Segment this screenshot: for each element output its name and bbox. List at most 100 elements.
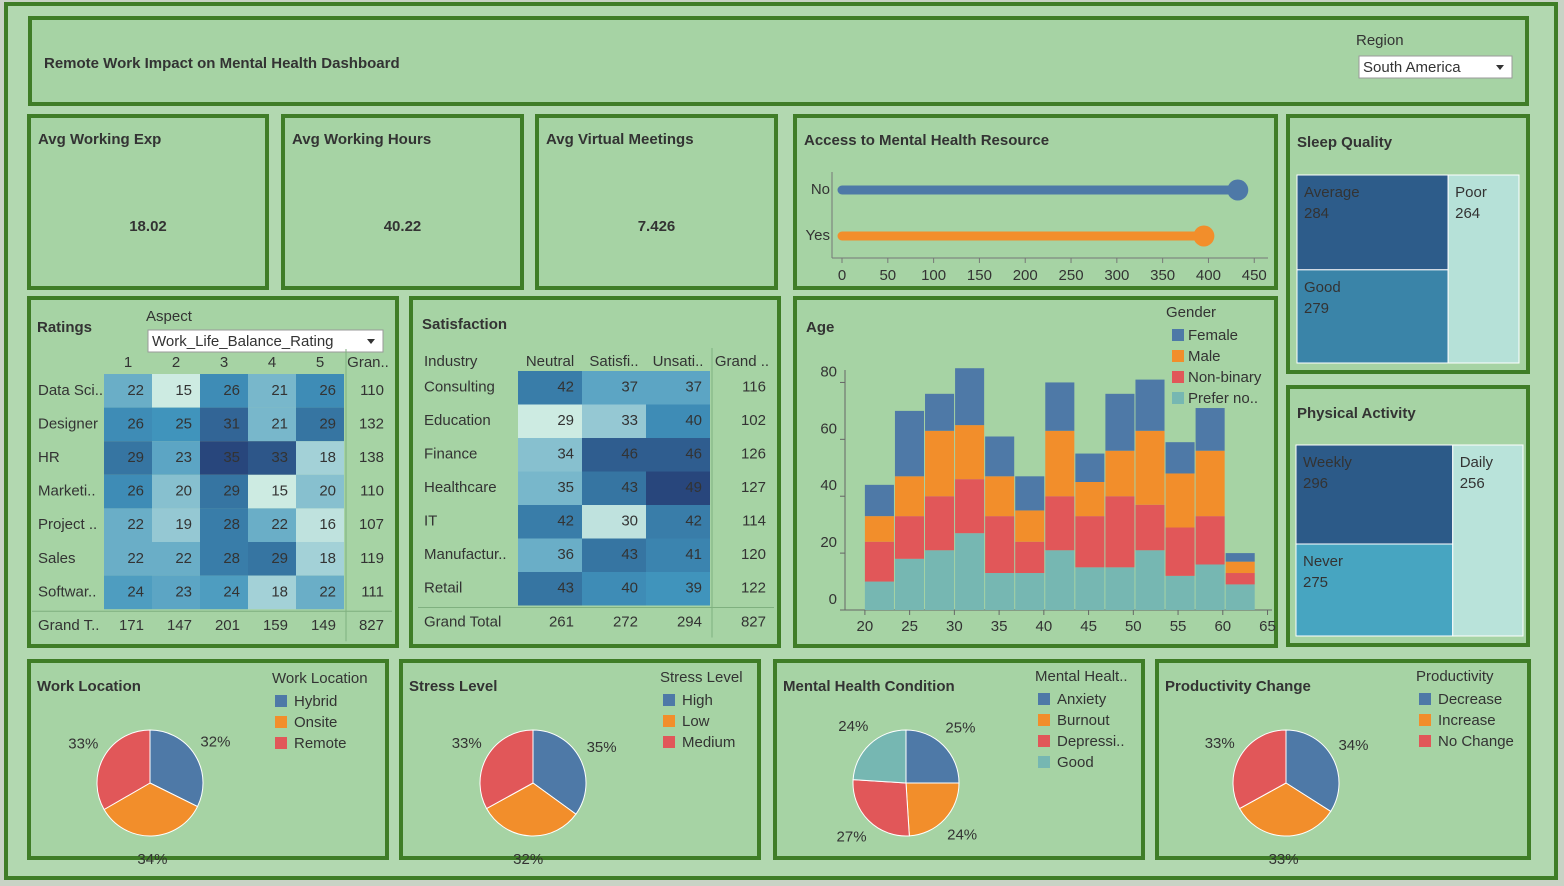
histogram-segment [894, 476, 925, 517]
heat-cell [518, 371, 582, 405]
legend-swatch [275, 716, 287, 728]
legend-label: High [682, 692, 713, 709]
histogram-segment [1045, 382, 1075, 431]
pie-slice [532, 729, 587, 815]
heat-cell [248, 508, 296, 542]
heat-cell [104, 575, 152, 610]
cell-value: 29 [223, 483, 240, 500]
histogram-segment [925, 430, 955, 497]
legend-swatch [1172, 371, 1184, 383]
cell-value: 21 [271, 415, 288, 432]
pie-label: 34% [1338, 737, 1368, 754]
panel-title: Stress Level [409, 678, 497, 695]
dropdown[interactable] [147, 329, 384, 353]
column-header: Grand .. [715, 353, 769, 370]
heat-cell [646, 505, 710, 539]
heat-cell [104, 374, 152, 408]
heat-cell [296, 508, 344, 542]
lollipop-head [1227, 179, 1249, 201]
histogram-segment [1015, 476, 1045, 511]
x-tick-label: 50 [1125, 618, 1142, 635]
column-header: Unsati.. [653, 353, 704, 370]
tile-label: Good [1304, 279, 1341, 296]
histogram-segment [1195, 564, 1225, 610]
histogram-segment [955, 533, 985, 610]
legend-swatch [275, 695, 287, 707]
grand-total-value: 272 [613, 613, 638, 630]
histogram-segment [955, 368, 985, 426]
dropdown[interactable] [1358, 55, 1513, 79]
x-tick-label: 400 [1196, 267, 1221, 284]
dropdown-arrow[interactable] [1496, 65, 1504, 70]
cell-value: 19 [175, 516, 192, 533]
tile-value: 256 [1460, 475, 1485, 492]
filter-label: Region [1356, 32, 1404, 49]
cell-value: 18 [319, 550, 336, 567]
cell-value: 26 [127, 415, 144, 432]
histogram-segment [1165, 473, 1195, 528]
kpi-value: 40.22 [384, 218, 422, 235]
histogram-segment [1195, 408, 1225, 451]
row-label: Finance [424, 446, 477, 463]
cell-value: 22 [127, 516, 144, 533]
tile-value: 264 [1455, 205, 1480, 222]
cell-value: 23 [175, 449, 192, 466]
heat-cell [152, 474, 200, 509]
panel [773, 659, 1145, 860]
legend-swatch [663, 736, 675, 748]
cell-value: 20 [319, 483, 336, 500]
pie-label: 27% [837, 828, 867, 845]
heat-cell [582, 404, 646, 438]
heat-cell [104, 542, 152, 576]
row-total: 102 [741, 412, 766, 429]
x-tick-label: 40 [1035, 618, 1052, 635]
tile-value: 296 [1303, 475, 1328, 492]
cell-value: 35 [223, 449, 240, 466]
heat-cell [646, 471, 710, 505]
corner-header: Industry [424, 353, 478, 370]
cell-value: 15 [271, 483, 288, 500]
histogram-segment [864, 516, 894, 542]
histogram-segment [894, 410, 925, 477]
cell-value: 25 [175, 415, 192, 432]
y-tick-label: 40 [820, 477, 837, 494]
histogram-segment [1225, 573, 1255, 585]
heat-cell [248, 374, 296, 408]
x-tick-label: 35 [991, 618, 1008, 635]
heat-cell [200, 575, 248, 610]
heat-cell [296, 441, 344, 475]
cell-value: 22 [175, 550, 192, 567]
pie-label: 24% [838, 718, 868, 735]
heat-cell [248, 474, 296, 509]
grand-total-value: 261 [549, 613, 574, 630]
grand-total-value: 159 [263, 617, 288, 634]
dropdown-arrow[interactable] [367, 339, 375, 344]
tile-value: 275 [1303, 574, 1328, 591]
column-header: 5 [316, 354, 324, 371]
legend-label: Decrease [1438, 691, 1502, 708]
heat-cell [200, 508, 248, 542]
pie-label: 24% [947, 827, 977, 844]
cell-value: 18 [319, 449, 336, 466]
heat-cell [518, 438, 582, 472]
tile-label: Daily [1460, 454, 1494, 471]
cell-value: 28 [223, 516, 240, 533]
heat-cell [582, 572, 646, 606]
column-header: 3 [220, 354, 228, 371]
heat-cell [200, 407, 248, 442]
panel-title: Mental Health Condition [783, 678, 955, 695]
histogram-segment [864, 484, 894, 517]
legend-swatch [1038, 756, 1050, 768]
legend-label: Depressi.. [1057, 733, 1125, 750]
legend-label: Non-binary [1188, 369, 1262, 386]
dropdown-value[interactable]: South America [1363, 59, 1461, 76]
histogram-segment [1225, 561, 1255, 574]
heat-cell [152, 407, 200, 442]
dropdown-value[interactable]: Work_Life_Balance_Rating [152, 333, 334, 350]
heat-cell [248, 407, 296, 442]
cell-value: 29 [557, 412, 574, 429]
heat-cell [200, 542, 248, 576]
pie-slice [479, 729, 534, 810]
cell-value: 40 [621, 580, 638, 597]
heat-cell [104, 508, 152, 542]
